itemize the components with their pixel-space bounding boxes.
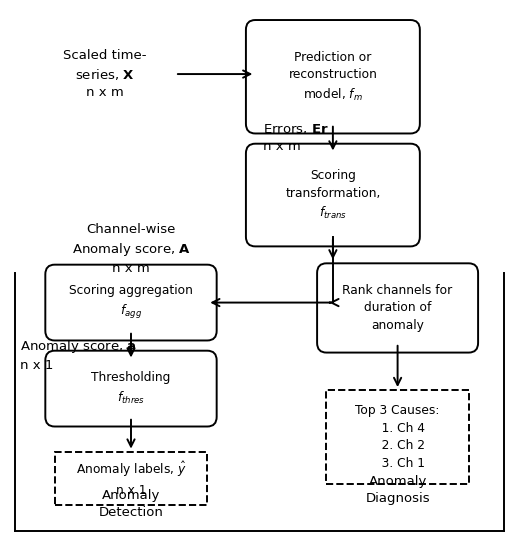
- Text: Scoring
transformation,
$\mathit{f_{trans}}$: Scoring transformation, $\mathit{f_{tran…: [285, 169, 381, 221]
- Text: Anomaly labels, $\hat{y}$
n x 1: Anomaly labels, $\hat{y}$ n x 1: [76, 460, 186, 497]
- FancyBboxPatch shape: [246, 20, 420, 133]
- Text: Rank channels for
duration of
anomaly: Rank channels for duration of anomaly: [342, 284, 453, 332]
- Text: Anomaly
Detection: Anomaly Detection: [98, 489, 164, 519]
- Text: Scoring aggregation
$\mathit{f_{agg}}$: Scoring aggregation $\mathit{f_{agg}}$: [69, 284, 193, 321]
- FancyBboxPatch shape: [317, 263, 478, 353]
- Text: Errors, $\mathbf{Er}$
n x m: Errors, $\mathbf{Er}$ n x m: [263, 122, 329, 153]
- FancyBboxPatch shape: [327, 390, 469, 484]
- Text: Anomaly score, $\mathbf{a}$
n x 1: Anomaly score, $\mathbf{a}$ n x 1: [19, 338, 136, 372]
- FancyBboxPatch shape: [45, 265, 217, 341]
- Text: Scaled time-
series, $\mathbf{X}$
n x m: Scaled time- series, $\mathbf{X}$ n x m: [63, 49, 147, 99]
- Text: Channel-wise
Anomaly score, $\mathbf{A}$
n x m: Channel-wise Anomaly score, $\mathbf{A}$…: [72, 223, 190, 275]
- FancyBboxPatch shape: [55, 452, 207, 505]
- Text: Anomaly
Diagnosis: Anomaly Diagnosis: [365, 475, 430, 505]
- Text: Top 3 Causes:
   1. Ch 4
   2. Ch 2
   3. Ch 1: Top 3 Causes: 1. Ch 4 2. Ch 2 3. Ch 1: [356, 404, 440, 470]
- Text: Thresholding
$\mathit{f_{thres}}$: Thresholding $\mathit{f_{thres}}$: [92, 371, 170, 406]
- FancyBboxPatch shape: [45, 351, 217, 426]
- Text: Prediction or
reconstruction
model, $f_m$: Prediction or reconstruction model, $f_m…: [288, 51, 377, 103]
- FancyBboxPatch shape: [246, 144, 420, 246]
